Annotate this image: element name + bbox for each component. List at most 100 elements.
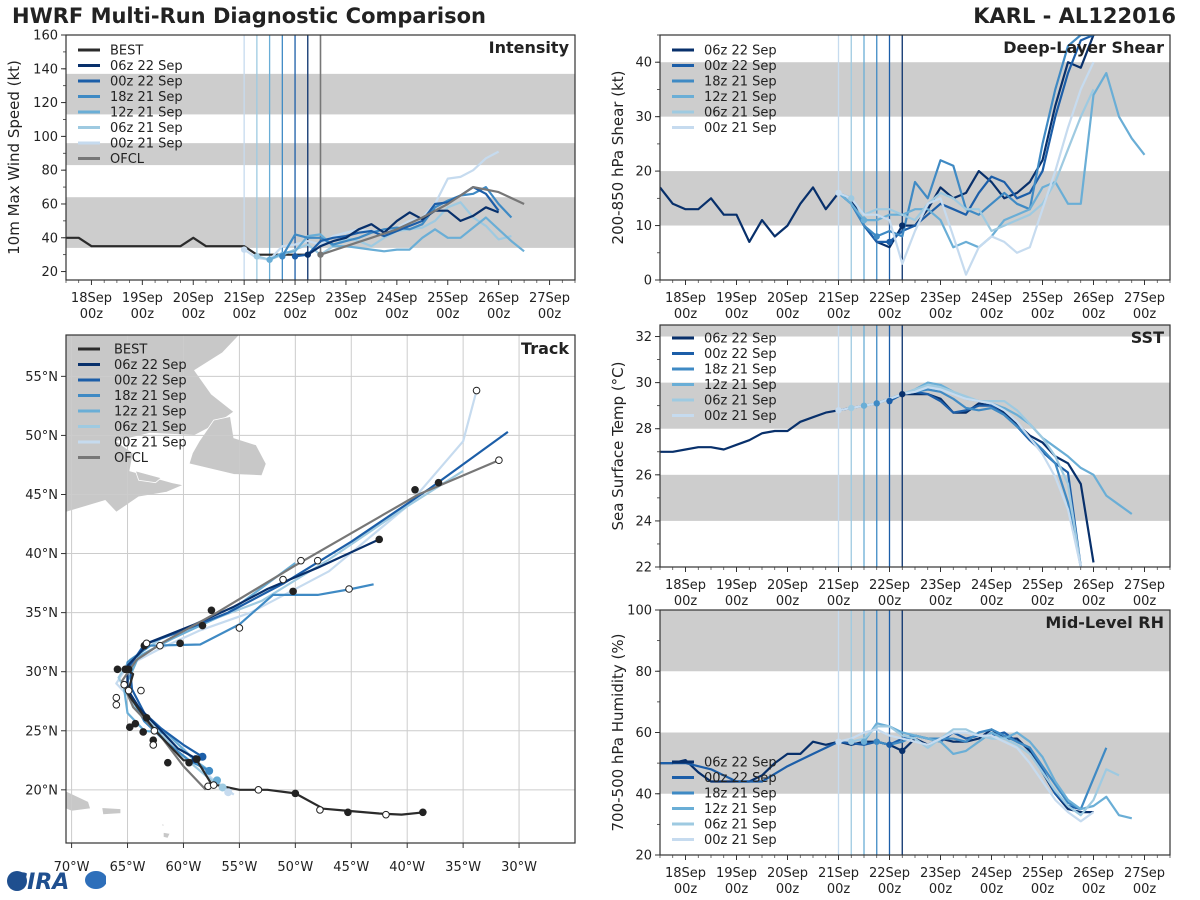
panel-title: Deep-Layer Shear (1003, 38, 1164, 57)
x-tick-label-hour: 00z (725, 594, 749, 609)
x-tick-label-day: 20Sep (767, 578, 808, 593)
x-tick-label-day: 26Sep (1073, 291, 1114, 306)
x-tick-label-day: 24Sep (971, 291, 1012, 306)
y-tick-label: 24 (635, 514, 652, 529)
x-tick-label-hour: 00z (776, 882, 800, 897)
legend-label-18z-21-sep: 18z 21 Sep (114, 389, 187, 404)
legend-label-best: BEST (114, 343, 147, 358)
legend-label-06z-21-sep: 06z 21 Sep (704, 394, 777, 409)
track-line-06z-22-sep (126, 538, 380, 761)
legend-label-12z-21-sep: 12z 21 Sep (114, 405, 187, 420)
series-line-12z-21-sep (269, 216, 525, 261)
x-tick-label-hour: 00z (1031, 307, 1055, 322)
lat-tick-label: 50°N (25, 429, 58, 444)
logo-swirl-icon (85, 871, 106, 889)
land-shape (127, 642, 132, 647)
track-marker-open (142, 639, 151, 648)
track-marker-open (495, 456, 503, 465)
plot-area (660, 35, 1170, 280)
x-tick-label-day: 24Sep (376, 291, 417, 306)
y-tick-label: 30 (635, 376, 652, 391)
lon-tick-label: 65°W (110, 860, 146, 875)
track-marker-open (382, 810, 390, 819)
y-tick-label: 40 (635, 56, 652, 71)
panel-shear: 01020304018Sep00z19Sep00z20Sep00z21Sep00… (609, 34, 1171, 322)
track-run-start-06z-21-sep (218, 783, 227, 792)
run-start-point-12z-21-sep (860, 738, 868, 745)
track-marker-filled (193, 755, 201, 763)
figure-title: HWRF Multi-Run Diagnostic Comparison (12, 4, 487, 28)
x-tick-label-day: 25Sep (1022, 866, 1063, 881)
panel-rh: 2040608010018Sep00z19Sep00z20Sep00z21Sep… (609, 604, 1171, 897)
track-marker-open (279, 575, 287, 584)
map-area (66, 335, 575, 843)
y-tick-label: 100 (627, 604, 652, 619)
x-tick-label-day: 19Sep (122, 291, 163, 306)
x-tick-label-hour: 00z (436, 307, 460, 322)
lat-tick-label: 40°N (25, 547, 58, 562)
run-start-point-06z-21-sep (253, 253, 261, 260)
x-tick-label-hour: 00z (1082, 594, 1106, 609)
y-tick-label: 0 (644, 274, 652, 289)
land-shape (66, 335, 240, 513)
series-line-06z-22-sep (307, 206, 500, 256)
legend-label-06z-22-sep: 06z 22 Sep (704, 44, 777, 59)
x-tick-label-hour: 00z (929, 594, 953, 609)
x-tick-label-hour: 00z (1133, 594, 1157, 609)
x-tick-label-day: 22Sep (869, 578, 910, 593)
run-start-point-12z-21-sep (860, 216, 868, 224)
legend-label-18z-21-sep: 18z 21 Sep (110, 90, 183, 105)
series-line-ofcl (320, 186, 525, 256)
legend-label-12z-21-sep: 12z 21 Sep (704, 90, 777, 105)
x-tick-label-hour: 00z (385, 307, 409, 322)
land-shape (162, 831, 171, 839)
x-tick-label-hour: 00z (80, 307, 104, 322)
x-tick-label-day: 27Sep (1124, 291, 1165, 306)
lon-tick-label: 55°W (221, 860, 257, 875)
lon-tick-label: 45°W (333, 860, 369, 875)
legend-label-00z-22-sep: 00z 22 Sep (704, 771, 777, 786)
legend-label-ofcl: OFCL (114, 451, 149, 466)
x-tick-label-day: 25Sep (1022, 291, 1063, 306)
track-marker-filled (139, 728, 147, 736)
track-marker-filled (411, 485, 419, 494)
x-tick-label-day: 22Sep (869, 866, 910, 881)
y-tick-label: 28 (635, 422, 652, 437)
land-shape (161, 821, 166, 828)
track-marker-filled (164, 758, 172, 767)
x-tick-label-hour: 00z (283, 307, 307, 322)
lat-tick-label: 20°N (25, 783, 58, 798)
legend-label-18z-21-sep: 18z 21 Sep (704, 363, 777, 378)
legend-label-06z-22-sep: 06z 22 Sep (114, 358, 187, 373)
legend-label-00z-22-sep: 00z 22 Sep (704, 347, 777, 362)
y-tick-label: 40 (635, 787, 652, 802)
series-line-06z-21-sep (851, 725, 1120, 817)
x-tick-label-hour: 00z (538, 307, 562, 322)
lon-tick-label: 60°W (166, 860, 202, 875)
land-shape (66, 790, 92, 812)
land-shape (101, 807, 122, 816)
track-marker-filled (124, 665, 133, 674)
track-marker-filled (176, 639, 184, 648)
run-start-point-00z-21-sep (835, 738, 842, 745)
shaded-band (660, 325, 1170, 337)
plot-area (660, 325, 1170, 567)
x-tick-label-hour: 00z (776, 594, 800, 609)
y-tick-label: 60 (41, 197, 58, 212)
legend-label-best: BEST (110, 44, 143, 59)
x-tick-label-day: 25Sep (427, 291, 468, 306)
x-tick-label-day: 27Sep (1124, 866, 1165, 881)
cira-logo: CIRA (7, 870, 106, 895)
legend-label-12z-21-sep: 12z 21 Sep (704, 802, 777, 817)
series-line-00z-21-sep (838, 728, 1095, 823)
track-marker-open (297, 556, 305, 565)
panel-track: 20°N 25°N 30°N 35°N 40°N 45°N 50°N 55°N 70°W 65°W… (25, 334, 576, 875)
panel-intensity: 2040608010012014016018Sep00z19Sep00z20Se… (5, 29, 576, 322)
panel-title: Mid-Level RH (1045, 613, 1164, 632)
legend-label-18z-21-sep: 18z 21 Sep (704, 75, 777, 90)
x-tick-label-day: 26Sep (1073, 578, 1114, 593)
y-tick-label: 20 (635, 165, 652, 180)
x-tick-label-day: 19Sep (716, 866, 757, 881)
x-tick-label-hour: 00z (1031, 882, 1055, 897)
map-frame (65, 334, 576, 844)
